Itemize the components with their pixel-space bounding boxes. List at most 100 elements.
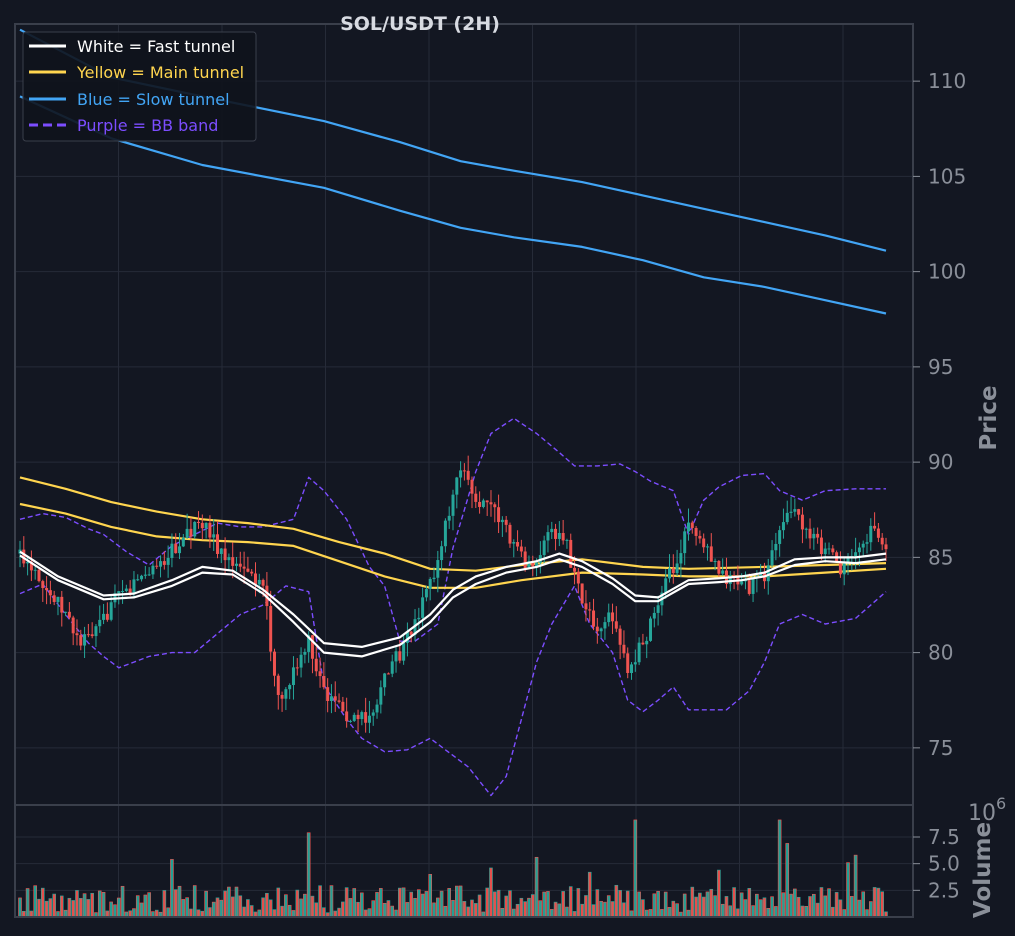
bearish-candle-body [364,712,368,723]
bullish-candle-body [451,494,455,516]
bullish-candle-body [136,579,140,581]
volume-bar [33,885,37,918]
volume-tick-label: 5.0 [928,852,960,876]
bullish-candle-body [402,642,406,661]
bullish-candle-body [827,548,831,550]
volume-bar [401,887,406,918]
volume-bar [344,887,349,918]
bullish-candle-body [102,613,106,620]
volume-bar [276,887,281,918]
volume-bar [90,892,94,918]
bearish-candle-body [717,561,721,574]
bearish-candle-body [561,532,565,541]
volume-bar [861,891,866,918]
volume-bar [724,896,729,918]
bullish-candle-body [535,562,539,567]
volume-bar [82,893,87,918]
volume-bar [587,871,592,918]
price-tick-label: 110 [928,69,966,93]
bullish-candle-body [307,635,311,652]
volume-bar [561,891,565,918]
bullish-candle-body [557,532,561,539]
bullish-candle-body [550,528,554,533]
bearish-candle-body [516,542,520,547]
volume-bar [208,907,212,918]
bearish-candle-body [485,500,489,503]
volume-bar [234,886,239,918]
volume-bar [432,902,436,918]
bullish-candle-body [789,511,793,513]
volume-bar [219,899,224,918]
bullish-candle-body [751,577,755,594]
volume-bar [454,885,459,918]
main-tunnel-upper-line [19,476,887,572]
bearish-candle-body [37,569,41,582]
bearish-candle-body [333,696,337,701]
bullish-candle-body [656,605,660,613]
volume-axis-label: Volume [970,822,996,918]
bullish-candle-body [284,689,288,699]
volume-bar [116,897,121,918]
volume-bar [390,905,395,918]
volume-bar [306,832,311,918]
volume-bar [299,898,303,918]
volume-bar [25,888,30,918]
bullish-candle-body [857,547,861,553]
bearish-candle-body [873,525,877,529]
bullish-candle-body [227,557,231,561]
volume-bar [500,907,505,918]
bearish-candle-body [838,561,842,575]
volume-bar [59,895,64,918]
bearish-candle-body [253,573,257,585]
volume-bar [261,897,265,918]
volume-bar [542,891,546,918]
volume-bar [732,887,736,918]
volume-bar [530,894,535,918]
bearish-candle-body [584,603,588,610]
bullish-candle-body [770,550,774,566]
volume-tick-label: 7.5 [928,825,960,849]
bullish-candle-body [421,597,425,618]
bearish-candle-body [576,571,580,584]
bullish-candle-body [664,578,668,593]
volume-bar [287,904,292,918]
bearish-candle-body [808,528,812,539]
volume-bar [610,901,615,918]
legend-label-bb: Purple = BB band [77,116,218,135]
bearish-candle-body [493,504,497,508]
bullish-candle-body [603,622,607,629]
price-tick-label: 90 [928,450,953,474]
volume-bar [227,886,231,918]
bearish-candle-body [611,612,615,622]
volume-bar [568,886,573,918]
volume-bar [257,909,262,918]
bullish-candle-body [686,522,690,532]
volume-bar [462,901,467,918]
volume-bar [120,885,125,918]
bullish-candle-body [812,533,816,539]
volume-bar [591,904,596,918]
bearish-candle-body [470,479,474,494]
bb-lower-line [19,583,887,797]
bearish-candle-body [569,539,573,568]
bullish-candle-body [630,664,634,673]
volume-bar [341,901,345,918]
bullish-candle-body [94,626,98,637]
volume-bar [557,903,562,918]
volume-bar [667,907,672,918]
bullish-candle-body [721,570,725,574]
volume-bar [135,895,140,918]
volume-bar [428,874,433,918]
bullish-candle-body [869,525,873,543]
bearish-candle-body [269,606,273,652]
volume-bar [71,900,75,918]
volume-bar [736,908,740,918]
bearish-candle-body [356,714,360,720]
volume-bar [52,893,56,918]
bearish-candle-body [690,522,694,528]
bearish-candle-body [75,633,79,636]
bullish-candle-body [542,540,546,556]
bearish-candle-body [580,583,584,604]
bearish-candle-body [261,579,265,586]
